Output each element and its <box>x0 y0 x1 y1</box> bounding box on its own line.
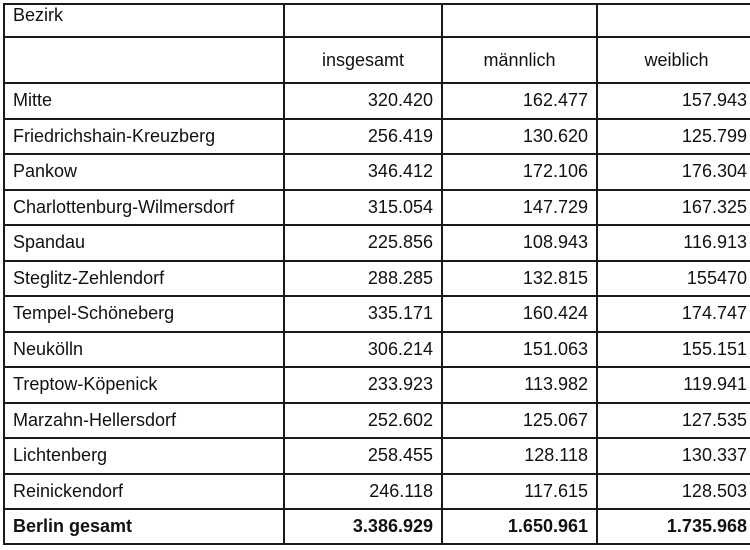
header-row-top: Bezirk <box>3 3 750 38</box>
total-row: Berlin gesamt 3.386.929 1.650.961 1.735.968 <box>3 508 750 545</box>
total-value-male: 1.650.961 <box>441 508 598 545</box>
value-total: 233.923 <box>283 366 443 404</box>
value-total: 288.285 <box>283 259 443 297</box>
district-name: Spandau <box>3 224 285 262</box>
table-row: Marzahn-Hellersdorf 252.602 125.067 127.535 <box>3 401 750 439</box>
header-empty-cell <box>596 3 750 38</box>
table-row: Charlottenburg-Wilmersdorf 315.054 147.729… <box>3 188 750 226</box>
district-name: Steglitz-Zehlendorf <box>3 259 285 297</box>
district-name: Mitte <box>3 82 285 120</box>
value-total: 320.420 <box>283 82 443 120</box>
value-female: 116.913 <box>596 224 750 262</box>
value-female: 119.941 <box>596 366 750 404</box>
value-male: 130.620 <box>441 117 598 155</box>
total-value-female: 1.735.968 <box>596 508 750 545</box>
district-name: Marzahn-Hellersdorf <box>3 401 285 439</box>
value-total: 346.412 <box>283 153 443 191</box>
value-female: 155470 <box>596 259 750 297</box>
district-name: Friedrichshain-Kreuzberg <box>3 117 285 155</box>
table-row: Mitte 320.420 162.477 157.943 <box>3 82 750 120</box>
header-empty-cell <box>283 3 443 38</box>
table-row: Pankow 346.412 172.106 176.304 <box>3 153 750 191</box>
value-male: 125.067 <box>441 401 598 439</box>
district-name: Tempel-Schöneberg <box>3 295 285 333</box>
value-female: 155.151 <box>596 330 750 368</box>
value-total: 306.214 <box>283 330 443 368</box>
value-total: 246.118 <box>283 472 443 510</box>
value-female: 125.799 <box>596 117 750 155</box>
value-male: 151.063 <box>441 330 598 368</box>
value-male: 113.982 <box>441 366 598 404</box>
value-male: 147.729 <box>441 188 598 226</box>
value-male: 117.615 <box>441 472 598 510</box>
value-male: 162.477 <box>441 82 598 120</box>
value-male: 160.424 <box>441 295 598 333</box>
population-table: Bezirk insgesamt männlich weiblich Mitte… <box>3 3 750 545</box>
header-total: insgesamt <box>283 36 443 84</box>
header-row-columns: insgesamt männlich weiblich <box>3 36 750 84</box>
district-name: Pankow <box>3 153 285 191</box>
value-female: 174.747 <box>596 295 750 333</box>
header-empty-cell <box>441 3 598 38</box>
header-empty-cell <box>3 36 285 84</box>
value-total: 225.856 <box>283 224 443 262</box>
value-female: 128.503 <box>596 472 750 510</box>
table-row: Tempel-Schöneberg 335.171 160.424 174.747 <box>3 295 750 333</box>
table-row: Neukölln 306.214 151.063 155.151 <box>3 330 750 368</box>
table-row: Steglitz-Zehlendorf 288.285 132.815 155470 <box>3 259 750 297</box>
table-row: Reinickendorf 246.118 117.615 128.503 <box>3 472 750 510</box>
total-label: Berlin gesamt <box>3 508 285 545</box>
header-female: weiblich <box>596 36 750 84</box>
value-female: 127.535 <box>596 401 750 439</box>
value-total: 256.419 <box>283 117 443 155</box>
value-female: 176.304 <box>596 153 750 191</box>
table-row: Treptow-Köpenick 233.923 113.982 119.941 <box>3 366 750 404</box>
header-male: männlich <box>441 36 598 84</box>
district-name: Neukölln <box>3 330 285 368</box>
district-name: Lichtenberg <box>3 437 285 475</box>
value-female: 130.337 <box>596 437 750 475</box>
value-total: 252.602 <box>283 401 443 439</box>
table-row: Lichtenberg 258.455 128.118 130.337 <box>3 437 750 475</box>
table-row: Spandau 225.856 108.943 116.913 <box>3 224 750 262</box>
value-female: 157.943 <box>596 82 750 120</box>
value-male: 128.118 <box>441 437 598 475</box>
value-total: 258.455 <box>283 437 443 475</box>
header-district: Bezirk <box>3 3 285 38</box>
value-male: 172.106 <box>441 153 598 191</box>
value-total: 315.054 <box>283 188 443 226</box>
value-male: 132.815 <box>441 259 598 297</box>
district-name: Treptow-Köpenick <box>3 366 285 404</box>
total-value-total: 3.386.929 <box>283 508 443 545</box>
district-name: Reinickendorf <box>3 472 285 510</box>
value-female: 167.325 <box>596 188 750 226</box>
district-name: Charlottenburg-Wilmersdorf <box>3 188 285 226</box>
table-row: Friedrichshain-Kreuzberg 256.419 130.620 12… <box>3 117 750 155</box>
value-total: 335.171 <box>283 295 443 333</box>
value-male: 108.943 <box>441 224 598 262</box>
